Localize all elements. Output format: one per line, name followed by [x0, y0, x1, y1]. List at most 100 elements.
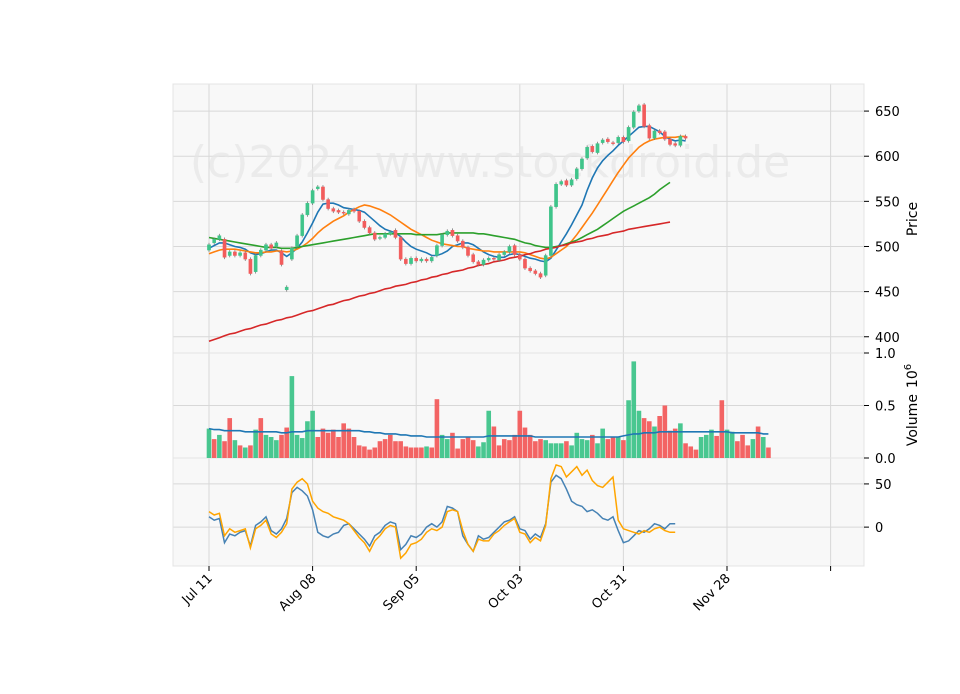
candle-body — [668, 138, 672, 145]
candle-body — [678, 136, 683, 146]
candle-body — [533, 270, 538, 274]
volume-bar — [626, 400, 631, 458]
candle-body — [574, 168, 579, 179]
volume-bar — [641, 418, 647, 458]
volume-bar — [398, 441, 403, 458]
candle-body — [611, 142, 615, 144]
volume-tick-label: 0.0 — [875, 452, 896, 467]
candle-body — [279, 250, 284, 265]
ma-line-ma50 — [208, 181, 671, 250]
candle-body — [497, 254, 501, 261]
volume-bar — [735, 441, 740, 458]
volume-bar — [455, 448, 460, 458]
volume-bar — [729, 431, 735, 458]
candle-body — [393, 230, 398, 238]
volume-bar — [512, 434, 517, 458]
volume-bar — [553, 443, 559, 458]
ma-line-ma200 — [208, 221, 671, 343]
volume-bar — [709, 429, 714, 458]
volume-bar — [533, 441, 538, 458]
candle-body — [549, 206, 553, 256]
candle-body — [595, 143, 600, 153]
volume-bar — [470, 440, 476, 458]
volume-bar — [419, 447, 424, 458]
x-tick-label: Oct 03 — [486, 571, 527, 612]
osc-tick-label: 0 — [875, 521, 883, 536]
volume-bar — [413, 447, 419, 458]
candle-body — [440, 234, 444, 246]
candle-body — [347, 210, 351, 215]
candle-body — [424, 258, 429, 262]
candle-body — [367, 227, 372, 234]
volume-bar — [564, 441, 569, 458]
volume-bar — [657, 416, 662, 458]
x-tick-label: Oct 31 — [589, 571, 630, 612]
x-tick-label: Aug 08 — [276, 571, 319, 614]
candle-body — [243, 252, 248, 260]
volume-bar — [439, 434, 445, 458]
candle-body — [554, 183, 558, 207]
candle-body — [502, 251, 507, 255]
volume-bar — [211, 439, 217, 458]
volume-bar — [232, 440, 238, 458]
candle-body — [419, 258, 424, 262]
volume-bar — [517, 410, 523, 458]
volume-bar — [491, 426, 497, 458]
price-axis-label: Price — [905, 202, 921, 236]
volume-bar — [294, 434, 300, 458]
oscillator-panel-background — [173, 458, 864, 566]
volume-bar — [346, 428, 352, 458]
volume-bar — [610, 437, 616, 458]
candle-body — [372, 232, 377, 240]
candle-body — [538, 273, 543, 278]
volume-bar — [584, 440, 590, 458]
volume-bar — [595, 443, 600, 458]
candle-body — [466, 247, 470, 256]
price-tick-label: 400 — [875, 331, 900, 346]
candle-body — [217, 235, 222, 240]
candle-body — [357, 211, 362, 222]
candle-body — [222, 239, 227, 258]
candle-body — [248, 258, 253, 274]
volume-bar — [367, 449, 372, 458]
volume-bar — [331, 429, 336, 458]
volume-axis-label-text: Volume — [905, 394, 921, 446]
volume-bar — [460, 439, 466, 458]
x-tick-label: Sep 05 — [380, 571, 423, 614]
volume-bar — [496, 445, 502, 458]
volume-bar — [507, 440, 512, 458]
candle-body — [264, 244, 268, 251]
candle-body — [518, 254, 522, 260]
candle-body — [435, 245, 439, 256]
candle-body — [642, 104, 646, 127]
volume-bar — [299, 438, 305, 458]
volume-bar — [315, 437, 321, 458]
osc-line-b — [208, 463, 676, 560]
volume-bar — [393, 441, 398, 458]
candle-body — [569, 179, 574, 186]
candle-body — [507, 246, 512, 253]
candle-body — [683, 136, 688, 139]
candle-body — [310, 190, 315, 204]
candle-body — [414, 258, 419, 262]
candle-body — [673, 143, 677, 146]
volume-bar — [755, 426, 761, 458]
candle-body — [663, 131, 667, 140]
volume-bar — [279, 434, 284, 458]
volume-bar — [274, 440, 279, 458]
volume-bar — [320, 428, 326, 458]
candle-body — [331, 208, 336, 212]
candle-body — [326, 199, 330, 209]
candle-body — [295, 235, 299, 247]
volume-bar — [522, 427, 528, 458]
x-tick-label: Nov 28 — [691, 571, 734, 614]
volume-bar — [310, 410, 315, 458]
candle-body — [404, 258, 408, 264]
volume-bar — [538, 439, 543, 458]
volume-bar — [621, 440, 626, 458]
volume-bar — [693, 449, 699, 458]
volume-bar — [217, 434, 222, 458]
candle-body — [321, 186, 325, 200]
